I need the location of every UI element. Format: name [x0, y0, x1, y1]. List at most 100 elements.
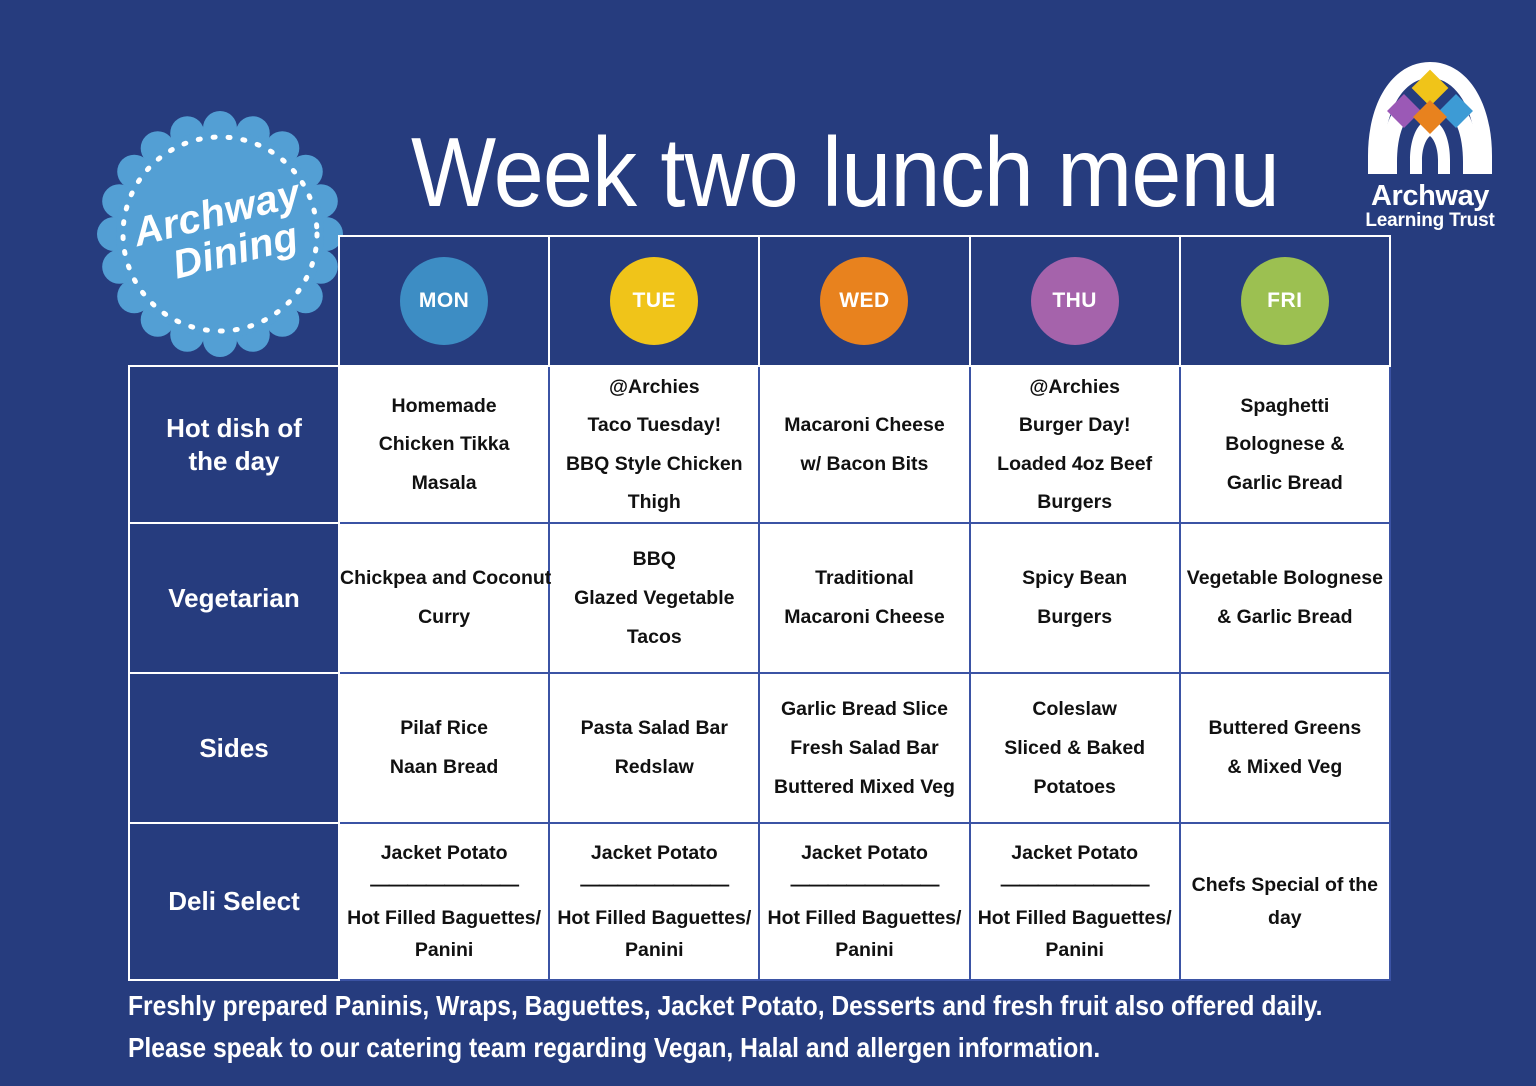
- diamond-right: [1439, 94, 1473, 128]
- cell-line: Loaded 4oz Beef: [997, 452, 1153, 475]
- cell-line: Masala: [411, 471, 477, 494]
- cell-line: Panini: [625, 938, 684, 961]
- cell-line: Glazed Vegetable: [574, 586, 735, 609]
- menu-table: MON TUE WED THU FRI Hot dish of the day Homemad…: [128, 235, 1391, 981]
- menu-row: Vegetarian Chickpea and Coconut Curry BBQ Gl…: [128, 522, 1391, 674]
- cell-line: Buttered Mixed Veg: [773, 775, 955, 798]
- cell-line: Panini: [1045, 938, 1104, 961]
- day-header-mon: MON: [337, 235, 551, 367]
- cell-line: Hot Filled Baguettes/: [767, 906, 962, 929]
- cell-line: Spicy Bean: [1022, 567, 1128, 589]
- row-label-hot-dish-of-the-day: Hot dish of the day: [128, 365, 340, 524]
- cell-line: BBQ: [632, 547, 676, 570]
- cell-line: Pasta Salad Bar: [580, 717, 728, 739]
- cell-line: Burger Day!: [1018, 414, 1131, 437]
- menu-cell: Jacket Potato ———————— Hot Filled Baguette…: [758, 822, 971, 981]
- cell-line: Hot Filled Baguettes/: [347, 906, 542, 929]
- cell-line: Homemade: [391, 395, 497, 418]
- cell-divider: ————————: [370, 874, 519, 897]
- cell-line: Garlic Bread: [1226, 471, 1343, 494]
- day-badge-wed: WED: [820, 257, 909, 345]
- cell-line: Fresh Salad Bar: [790, 736, 939, 759]
- footer-line-1: Freshly prepared Paninis, Wraps, Baguett…: [128, 990, 1323, 1021]
- cell-line: Panini: [414, 938, 474, 961]
- menu-cell: Coleslaw Sliced & Baked Potatoes: [968, 672, 1181, 824]
- footer-line-2: Please speak to our catering team regard…: [128, 1032, 1101, 1063]
- menu-row: Hot dish of the day Homemade Chicken Tikka M…: [128, 365, 1391, 524]
- cell-divider: ————————: [580, 874, 729, 897]
- cell-line: BBQ Style Chicken: [565, 452, 743, 475]
- cell-line: Macaroni Cheese: [784, 606, 945, 628]
- cell-line: Burgers: [1037, 490, 1113, 513]
- menu-cell: Jacket Potato ———————— Hot Filled Baguette…: [968, 822, 1181, 981]
- row-label-deli-select: Deli Select: [128, 822, 340, 981]
- menu-cell: Pasta Salad Bar Redslaw: [548, 672, 761, 824]
- cell-line: w/ Bacon Bits: [800, 452, 929, 475]
- cell-line: Macaroni Cheese: [784, 414, 945, 437]
- cell-line: Coleslaw: [1032, 697, 1117, 720]
- menu-cell: Macaroni Cheese w/ Bacon Bits: [758, 365, 971, 524]
- row-label-line: Deli Select: [168, 886, 300, 917]
- row-label-line: Vegetarian: [168, 582, 300, 613]
- day-header-wed: WED: [758, 235, 971, 367]
- row-label-sides: Sides: [128, 672, 340, 824]
- cell-line: Vegetable Bolognese: [1186, 567, 1383, 589]
- page-title: Week two lunch menu: [411, 117, 1280, 227]
- day-label: TUE: [632, 289, 677, 312]
- menu-cell: Chefs Special of the day: [1178, 822, 1391, 981]
- day-badge-thu: THU: [1030, 257, 1119, 345]
- day-header-tue: TUE: [548, 235, 761, 367]
- menu-cell: Spaghetti Bolognese & Garlic Bread: [1178, 365, 1391, 524]
- row-label-line: Hot dish of: [166, 413, 302, 443]
- cell-line: Jacket Potato: [380, 842, 508, 865]
- day-label: THU: [1052, 289, 1097, 312]
- diamond-left: [1387, 94, 1421, 128]
- day-label: MON: [418, 289, 470, 312]
- diamond-top: [1411, 69, 1449, 107]
- cell-line: Curry: [418, 606, 471, 628]
- menu-cell: Homemade Chicken Tikka Masala: [337, 365, 551, 524]
- menu-cell: Chickpea and Coconut Curry: [337, 522, 551, 674]
- row-label-vegetarian: Vegetarian: [128, 522, 340, 674]
- cell-line: Tacos: [626, 625, 682, 648]
- cell-line: Pilaf Rice: [400, 717, 488, 739]
- day-header-fri: FRI: [1178, 235, 1391, 367]
- menu-row: Sides Pilaf Rice Naan Bread Pasta Salad Bar…: [128, 672, 1391, 824]
- menu-cell: Spicy Bean Burgers: [968, 522, 1181, 674]
- diamond-bottom: [1413, 100, 1447, 134]
- cell-line: Redslaw: [614, 756, 694, 778]
- day-label: FRI: [1267, 289, 1303, 312]
- logo-subtitle: Learning Trust: [1365, 210, 1495, 231]
- cell-line: Bolognese &: [1225, 433, 1345, 456]
- cell-divider: ————————: [1000, 874, 1150, 897]
- cell-line: @Archies: [609, 376, 700, 399]
- cell-line: day: [1268, 906, 1302, 929]
- row-label-line: Sides: [199, 732, 269, 763]
- menu-cell: @Archies Burger Day! Loaded 4oz Beef Burger…: [968, 365, 1181, 524]
- badge-scallop-icon: [97, 111, 343, 357]
- menu-cell: Buttered Greens & Mixed Veg: [1178, 672, 1391, 824]
- menu-cell: Traditional Macaroni Cheese: [758, 522, 971, 674]
- cell-line: Chefs Special of the: [1191, 874, 1379, 897]
- cell-line: Hot Filled Baguettes/: [977, 906, 1172, 929]
- cell-line: Jacket Potato: [801, 842, 928, 865]
- archway-dining-badge: Archway Dining: [96, 110, 344, 358]
- cell-line: Buttered Greens: [1208, 717, 1362, 739]
- cell-line: Naan Bread: [389, 756, 499, 778]
- cell-line: Taco Tuesday!: [587, 414, 722, 437]
- cell-line: Potatoes: [1033, 775, 1116, 798]
- row-label-line: the day: [188, 445, 280, 476]
- menu-cell: Garlic Bread Slice Fresh Salad Bar Buttere…: [758, 672, 971, 824]
- menu-cell: BBQ Glazed Vegetable Tacos: [548, 522, 761, 674]
- cell-line: @Archies: [1029, 376, 1120, 399]
- day-header-row: MON TUE WED THU FRI: [129, 235, 1391, 367]
- cell-line: Spaghetti: [1240, 395, 1330, 418]
- day-badge-fri: FRI: [1240, 257, 1329, 345]
- cell-line: Sliced & Baked: [1004, 736, 1146, 759]
- menu-cell: Jacket Potato ———————— Hot Filled Baguette…: [548, 822, 761, 981]
- cell-line: Burgers: [1037, 606, 1113, 628]
- arches-icon: [1368, 62, 1492, 174]
- cell-line: Thigh: [627, 490, 681, 513]
- cell-line: Panini: [835, 938, 894, 961]
- cell-line: Jacket Potato: [1011, 842, 1139, 865]
